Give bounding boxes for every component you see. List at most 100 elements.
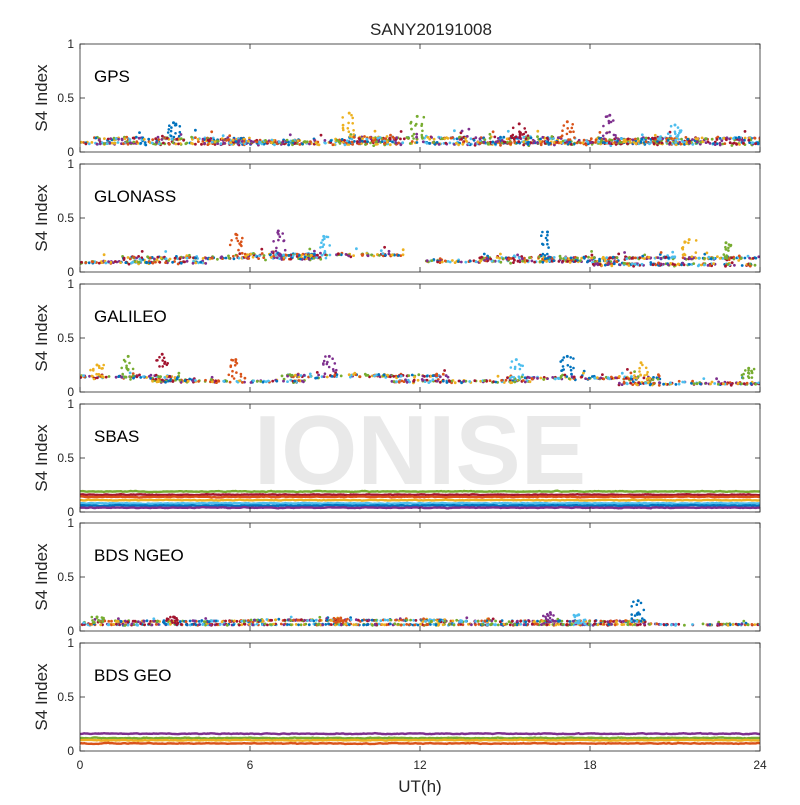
data-point: [258, 254, 261, 257]
data-point: [670, 137, 673, 140]
spike-point: [512, 376, 516, 379]
data-point: [538, 140, 542, 143]
data-point: [456, 260, 460, 263]
data-point: [179, 137, 183, 141]
data-point: [390, 380, 394, 383]
scatter-points: [80, 352, 760, 387]
data-point: [258, 140, 262, 144]
data-point: [434, 623, 438, 627]
data-point: [168, 374, 172, 378]
data-point: [674, 383, 678, 386]
spike-point: [608, 130, 611, 134]
data-point: [255, 380, 259, 383]
data-point: [206, 143, 210, 147]
data-point: [405, 618, 409, 622]
data-point: [201, 622, 205, 626]
data-point: [171, 260, 175, 264]
data-point: [292, 618, 295, 622]
data-point: [734, 136, 738, 140]
data-point: [302, 380, 305, 384]
y-tick-label: 0: [67, 145, 74, 159]
spike-point: [642, 608, 646, 612]
data-point: [729, 383, 733, 387]
data-point: [738, 143, 741, 146]
data-point: [593, 619, 597, 623]
data-point: [327, 622, 330, 626]
spike-peak: [608, 113, 612, 117]
data-point: [730, 261, 734, 265]
data-point: [664, 623, 668, 627]
spike-point: [126, 368, 130, 372]
data-point: [308, 247, 312, 251]
data-point: [561, 139, 565, 143]
data-point: [461, 623, 465, 627]
data-point: [511, 619, 514, 623]
data-point: [502, 135, 506, 139]
spike-point: [694, 251, 698, 254]
data-point: [746, 623, 750, 627]
spike-point: [639, 373, 642, 377]
data-point: [741, 139, 744, 142]
data-point: [383, 623, 386, 627]
data-point: [308, 142, 311, 146]
data-point: [94, 136, 98, 140]
data-point: [633, 262, 637, 266]
data-point: [676, 262, 680, 266]
data-point: [204, 617, 208, 620]
data-point: [392, 375, 396, 378]
data-point: [516, 619, 519, 623]
data-point: [145, 260, 148, 264]
data-point: [219, 256, 223, 259]
data-point: [310, 619, 313, 622]
data-point: [330, 375, 334, 378]
data-point: [564, 256, 568, 260]
data-point: [716, 622, 720, 626]
data-point: [343, 143, 347, 147]
data-point: [657, 383, 661, 387]
spike-point: [678, 129, 682, 132]
data-point: [482, 252, 486, 256]
spike-point: [519, 131, 522, 134]
data-point: [140, 250, 144, 253]
data-point: [519, 619, 522, 623]
data-point: [611, 620, 615, 623]
data-point: [440, 137, 444, 141]
data-point: [153, 257, 156, 261]
data-point: [626, 623, 630, 626]
data-point: [529, 141, 533, 144]
data-point: [487, 141, 490, 145]
data-point: [622, 623, 626, 626]
spike-point: [97, 364, 101, 368]
spike-point: [561, 365, 565, 368]
data-point: [184, 623, 188, 626]
data-point: [470, 623, 473, 627]
spike-point: [101, 620, 104, 623]
spike-point: [636, 613, 639, 616]
data-point: [252, 140, 255, 144]
y-axis-label: S4 Index: [32, 64, 51, 132]
data-point: [340, 138, 344, 141]
data-point: [91, 260, 94, 264]
data-point: [625, 382, 629, 386]
data-point: [147, 137, 151, 141]
data-point: [589, 141, 593, 144]
data-point: [438, 380, 442, 384]
data-point: [301, 142, 304, 146]
spike-point: [239, 372, 243, 376]
data-point: [405, 623, 409, 626]
data-point: [629, 371, 633, 375]
panel-data: [80, 352, 760, 387]
data-point: [605, 141, 609, 145]
data-point: [362, 623, 365, 627]
data-point: [249, 252, 253, 256]
data-point: [137, 255, 141, 258]
data-point: [397, 253, 400, 257]
data-point: [209, 378, 213, 381]
data-point: [568, 140, 572, 144]
band-line: [80, 738, 760, 742]
data-point: [229, 141, 233, 145]
data-point: [102, 253, 106, 257]
spike-peak: [95, 615, 99, 619]
data-point: [257, 257, 260, 260]
